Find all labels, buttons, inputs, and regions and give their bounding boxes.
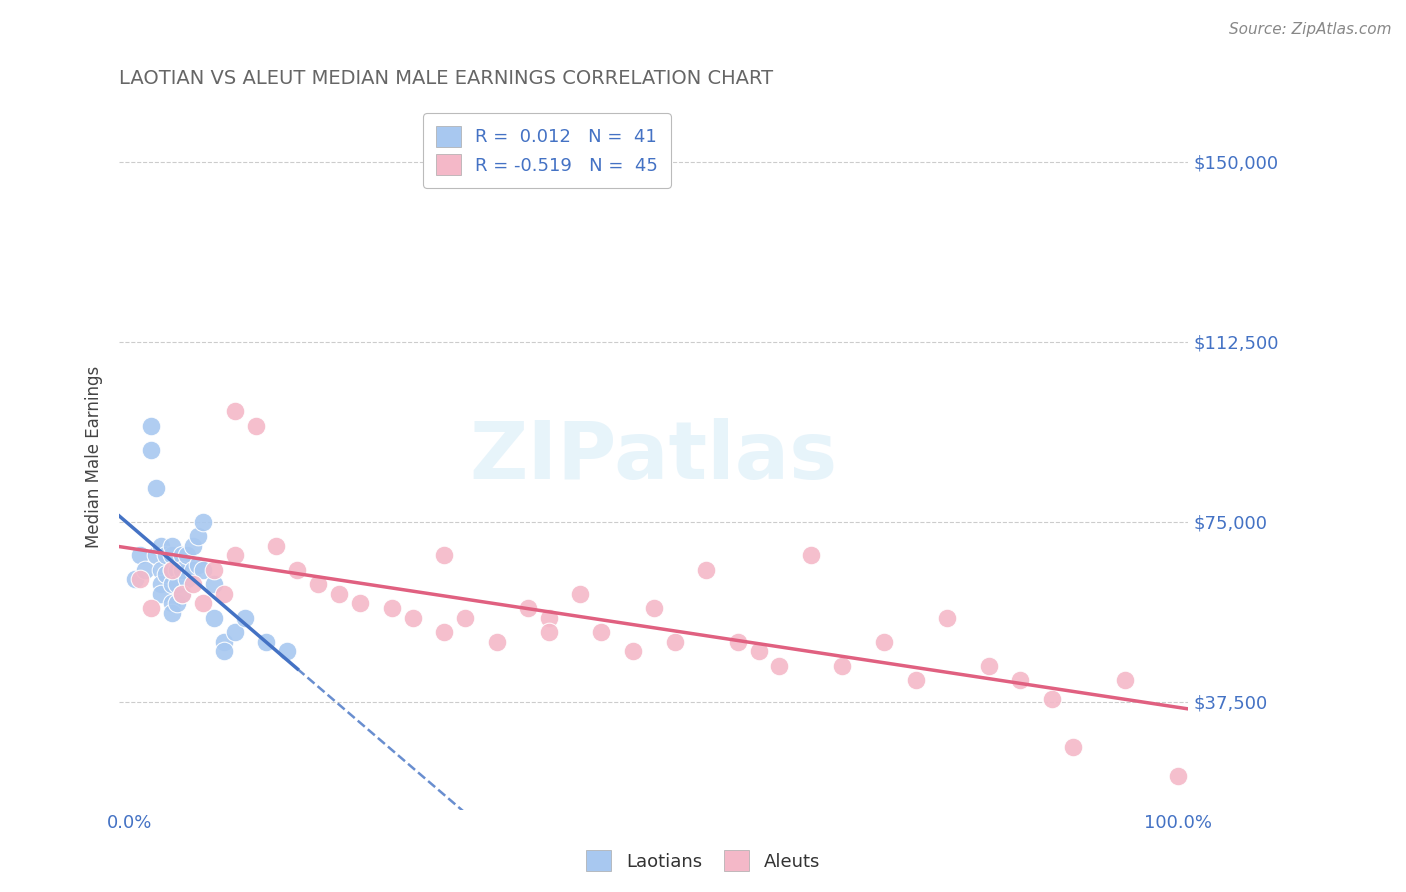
Point (160, 563, 183, 577)
Point (904, 673, 927, 687)
Point (1040, 692, 1063, 706)
Point (224, 404, 246, 418)
Point (454, 610, 477, 624)
Point (166, 577, 188, 591)
Point (381, 601, 404, 615)
Point (150, 587, 173, 601)
Point (176, 572, 198, 586)
Point (537, 610, 560, 624)
Point (155, 567, 177, 582)
Point (191, 563, 214, 577)
Point (181, 563, 204, 577)
Point (181, 577, 204, 591)
Legend: R =  0.012   N =  41, R = -0.519   N =  45: R = 0.012 N = 41, R = -0.519 N = 45 (423, 113, 671, 187)
Point (129, 549, 152, 563)
Point (800, 549, 823, 563)
Point (245, 418, 267, 433)
Point (139, 442, 162, 457)
Point (1010, 673, 1032, 687)
Point (145, 549, 167, 563)
Point (181, 539, 204, 553)
Point (202, 577, 225, 591)
Point (124, 572, 146, 586)
Point (212, 587, 235, 601)
Point (747, 644, 769, 658)
Point (936, 610, 959, 624)
Point (485, 634, 508, 648)
Point (139, 601, 162, 615)
Point (160, 539, 183, 553)
Point (150, 563, 173, 577)
Point (160, 596, 183, 610)
Point (664, 634, 686, 648)
Point (187, 529, 209, 543)
Point (191, 596, 214, 610)
Point (643, 601, 665, 615)
Point (172, 587, 194, 601)
Point (768, 658, 790, 673)
Point (150, 577, 173, 591)
Y-axis label: Median Male Earnings: Median Male Earnings (86, 366, 103, 548)
Point (160, 577, 183, 591)
Point (166, 563, 188, 577)
Point (172, 587, 194, 601)
Point (134, 563, 156, 577)
Point (176, 549, 198, 563)
Point (307, 577, 329, 591)
Point (212, 634, 235, 648)
Point (129, 572, 152, 586)
Point (202, 563, 225, 577)
Point (1114, 673, 1136, 687)
Point (224, 549, 246, 563)
Point (139, 418, 162, 433)
Point (695, 563, 717, 577)
Point (1062, 740, 1084, 755)
Point (977, 658, 1000, 673)
Point (1167, 769, 1189, 783)
Point (160, 563, 183, 577)
Text: ZIPatlas: ZIPatlas (470, 418, 838, 496)
Point (145, 481, 167, 495)
Point (873, 634, 896, 648)
Point (233, 610, 256, 624)
Point (433, 549, 456, 563)
Point (202, 610, 225, 624)
Point (160, 549, 183, 563)
Point (160, 606, 183, 620)
Point (349, 596, 371, 610)
Text: LAOTIAN VS ALEUT MEDIAN MALE EARNINGS CORRELATION CHART: LAOTIAN VS ALEUT MEDIAN MALE EARNINGS CO… (120, 69, 773, 87)
Point (328, 587, 350, 601)
Point (276, 644, 298, 658)
Point (187, 558, 209, 572)
Legend: Laotians, Aleuts: Laotians, Aleuts (579, 843, 827, 879)
Point (266, 539, 288, 553)
Point (155, 549, 177, 563)
Point (569, 587, 592, 601)
Point (831, 658, 853, 673)
Point (212, 644, 235, 658)
Point (224, 625, 246, 640)
Point (287, 563, 309, 577)
Point (191, 515, 214, 529)
Point (537, 625, 560, 640)
Text: Source: ZipAtlas.com: Source: ZipAtlas.com (1229, 22, 1392, 37)
Point (621, 644, 644, 658)
Point (727, 634, 749, 648)
Point (517, 601, 540, 615)
Point (166, 596, 188, 610)
Point (402, 610, 425, 624)
Point (150, 539, 173, 553)
Point (591, 625, 613, 640)
Point (172, 549, 194, 563)
Point (433, 625, 456, 640)
Point (254, 634, 277, 648)
Point (172, 563, 194, 577)
